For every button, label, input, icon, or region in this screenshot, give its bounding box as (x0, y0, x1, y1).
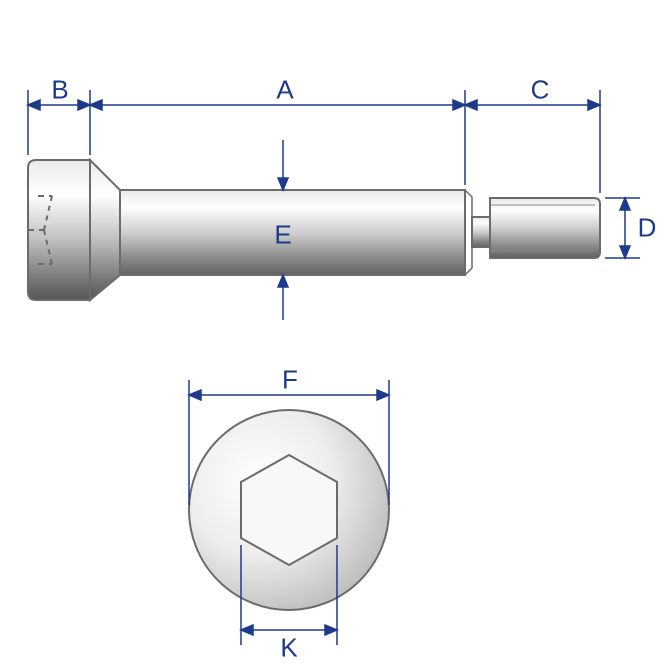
screw-thread (490, 198, 600, 258)
side-view (28, 160, 600, 300)
head-chamfer (90, 160, 120, 300)
screw-neck (472, 217, 490, 247)
label-D: D (638, 213, 657, 244)
diagram-svg (0, 0, 670, 670)
front-view (189, 410, 389, 610)
label-E: E (274, 220, 291, 251)
label-B: B (51, 75, 68, 106)
label-F: F (282, 365, 298, 396)
label-C: C (531, 75, 550, 106)
label-K: K (280, 633, 297, 664)
label-A: A (276, 75, 293, 106)
screw-shoulder (120, 190, 465, 275)
screw-head (28, 160, 90, 300)
